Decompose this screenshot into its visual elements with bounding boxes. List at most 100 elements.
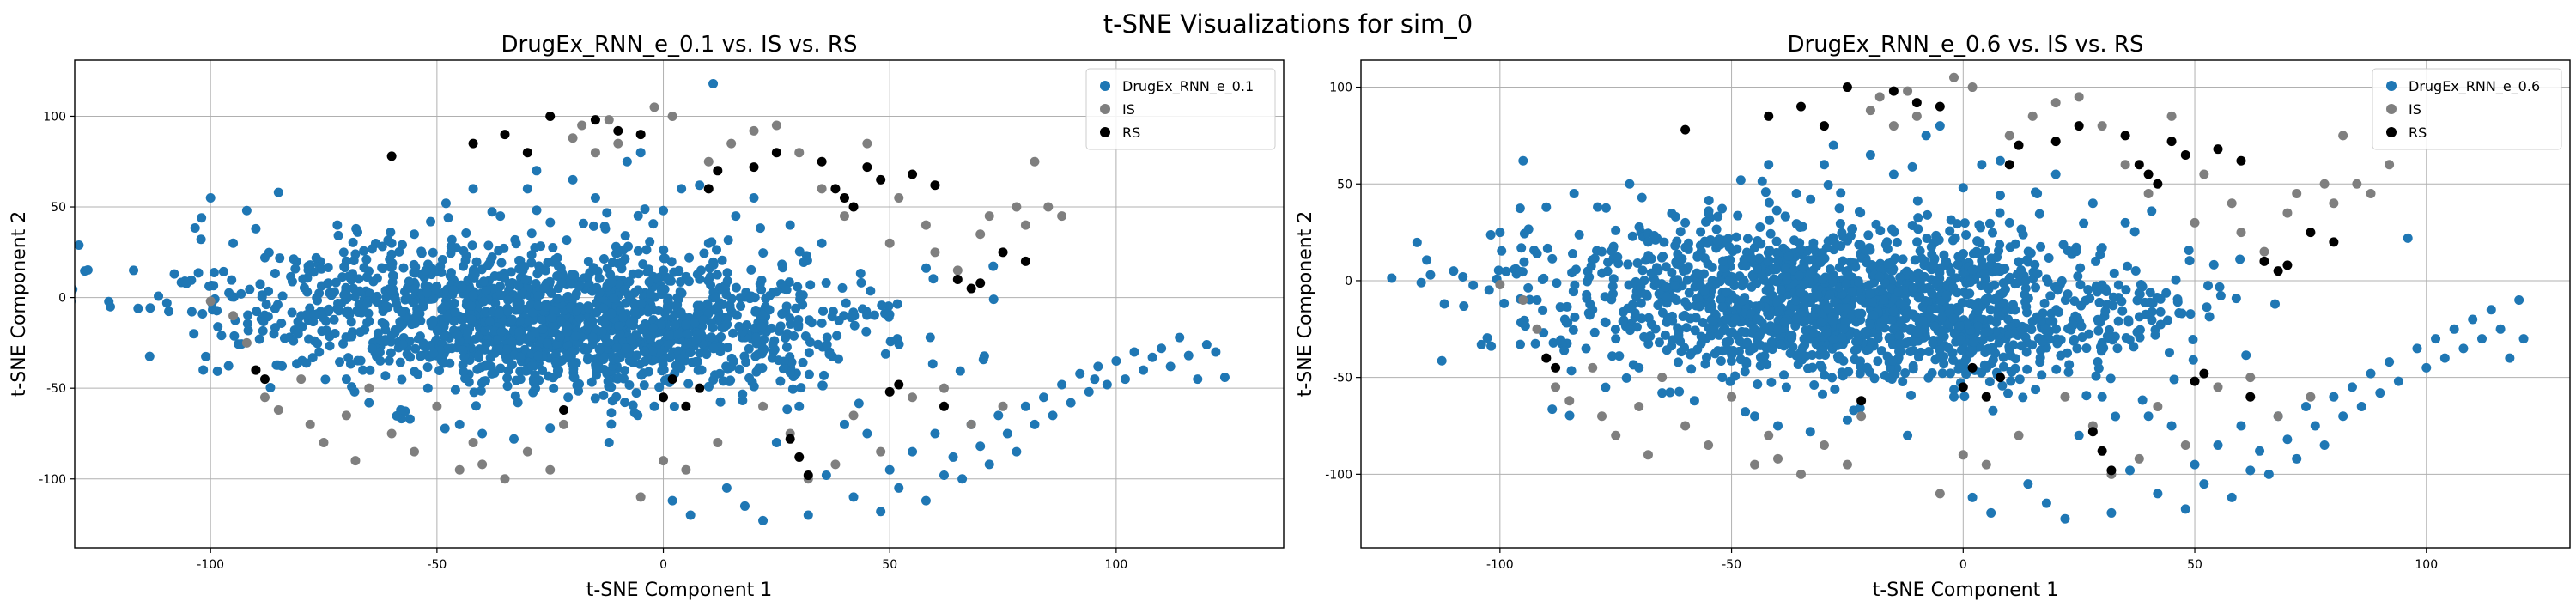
scatter-point bbox=[2004, 345, 2014, 355]
scatter-point bbox=[607, 277, 617, 288]
scatter-point bbox=[848, 492, 859, 502]
scatter-point bbox=[800, 331, 811, 341]
scatter-point bbox=[2150, 325, 2160, 335]
scatter-point bbox=[1698, 318, 1708, 328]
scatter-point bbox=[1799, 280, 1809, 290]
scatter-point bbox=[358, 365, 368, 375]
scatter-point bbox=[223, 361, 234, 371]
scatter-point bbox=[296, 374, 307, 385]
scatter-point bbox=[252, 307, 262, 317]
scatter-point bbox=[2050, 169, 2061, 179]
scatter-point bbox=[1876, 346, 1886, 356]
scatter-point bbox=[707, 332, 717, 343]
scatter-point bbox=[590, 393, 600, 404]
scatter-point bbox=[538, 324, 548, 334]
scatter-point bbox=[695, 300, 705, 311]
scatter-point bbox=[1643, 237, 1653, 247]
scatter-point bbox=[335, 357, 345, 367]
scatter-point bbox=[2058, 240, 2069, 250]
scatter-point bbox=[1683, 244, 1693, 254]
scatter-point bbox=[443, 213, 453, 223]
scatter-point bbox=[855, 269, 866, 279]
scatter-point bbox=[1066, 398, 1076, 408]
scatter-point bbox=[571, 288, 581, 299]
scatter-point bbox=[189, 329, 199, 339]
scatter-point bbox=[749, 192, 759, 203]
scatter-point bbox=[333, 305, 343, 315]
scatter-point bbox=[1785, 348, 1795, 358]
scatter-point bbox=[602, 208, 612, 218]
scatter-point bbox=[876, 174, 886, 185]
scatter-point bbox=[1515, 203, 1525, 214]
scatter-point bbox=[681, 401, 691, 411]
scatter-point bbox=[197, 308, 208, 319]
scatter-point bbox=[201, 351, 211, 361]
y-tick-label: -50 bbox=[1333, 372, 1352, 385]
scatter-point bbox=[205, 192, 216, 203]
scatter-point bbox=[1627, 231, 1637, 241]
scatter-point bbox=[1913, 213, 1923, 223]
scatter-point bbox=[1559, 314, 1570, 325]
scatter-point bbox=[329, 314, 339, 325]
scatter-point bbox=[1956, 345, 1966, 355]
scatter-point bbox=[746, 291, 756, 301]
scatter-point bbox=[1985, 305, 1996, 315]
scatter-point bbox=[563, 392, 574, 403]
scatter-point bbox=[526, 250, 537, 260]
scatter-point bbox=[236, 288, 246, 299]
scatter-point bbox=[1754, 300, 1765, 311]
scatter-point bbox=[632, 350, 642, 361]
scatter-point bbox=[869, 310, 879, 320]
scatter-point bbox=[1807, 242, 1818, 252]
scatter-point bbox=[1874, 271, 1885, 282]
scatter-point bbox=[1830, 384, 1840, 394]
scatter-point bbox=[817, 156, 827, 167]
scatter-point bbox=[884, 301, 894, 312]
scatter-point bbox=[500, 474, 510, 484]
scatter-point bbox=[298, 274, 308, 284]
scatter-point bbox=[338, 247, 349, 258]
scatter-point bbox=[276, 319, 287, 329]
scatter-point bbox=[483, 240, 494, 251]
scatter-point bbox=[1865, 288, 1875, 299]
scatter-point bbox=[501, 344, 512, 355]
scatter-point bbox=[545, 464, 556, 475]
scatter-point bbox=[416, 248, 427, 258]
scatter-point bbox=[1935, 101, 1945, 112]
scatter-point bbox=[778, 263, 788, 273]
scatter-point bbox=[446, 241, 456, 252]
scatter-point bbox=[787, 357, 797, 367]
scatter-point bbox=[2076, 300, 2087, 311]
chart-panel-1: -100 -50 0 50 100 -100 -50 0 50 100 DrugEx_RNN_e_0… bbox=[9, 32, 1285, 601]
scatter-point bbox=[2010, 363, 2020, 373]
scatter-point bbox=[1660, 330, 1670, 340]
scatter-point bbox=[2188, 334, 2198, 344]
scatter-point bbox=[1856, 396, 1867, 406]
scatter-point bbox=[463, 327, 473, 337]
scatter-point bbox=[1737, 295, 1747, 306]
scatter-point bbox=[2036, 316, 2046, 326]
scatter-point bbox=[594, 344, 605, 355]
scatter-point bbox=[606, 408, 617, 418]
scatter-point bbox=[559, 405, 569, 416]
scatter-point bbox=[2166, 421, 2177, 431]
scatter-point bbox=[939, 383, 949, 393]
scatter-point bbox=[1750, 411, 1760, 422]
scatter-point bbox=[1661, 282, 1671, 292]
scatter-point bbox=[275, 253, 285, 264]
scatter-point bbox=[2043, 276, 2053, 287]
scatter-point bbox=[448, 285, 459, 295]
scatter-point bbox=[830, 459, 841, 470]
scatter-point bbox=[771, 120, 781, 131]
scatter-point bbox=[613, 125, 623, 136]
scatter-point bbox=[758, 515, 769, 525]
scatter-point bbox=[1458, 271, 1468, 282]
scatter-point bbox=[966, 419, 976, 429]
scatter-point bbox=[377, 317, 387, 327]
scatter-point bbox=[2045, 291, 2056, 301]
scatter-point bbox=[598, 254, 609, 264]
scatter-point bbox=[1747, 253, 1757, 264]
scatter-point bbox=[2081, 391, 2092, 401]
scatter-point bbox=[685, 348, 696, 358]
scatter-point bbox=[2143, 169, 2154, 179]
